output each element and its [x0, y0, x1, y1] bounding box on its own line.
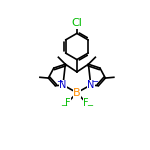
Text: −: −	[60, 101, 67, 110]
Text: −: −	[91, 77, 98, 86]
Text: F: F	[65, 98, 70, 108]
Text: N: N	[59, 80, 67, 90]
Text: N: N	[87, 80, 94, 90]
Text: −: −	[56, 77, 63, 86]
Text: B: B	[73, 88, 81, 98]
Text: F: F	[83, 98, 89, 108]
Text: −: −	[86, 101, 93, 110]
Text: Cl: Cl	[71, 18, 82, 28]
